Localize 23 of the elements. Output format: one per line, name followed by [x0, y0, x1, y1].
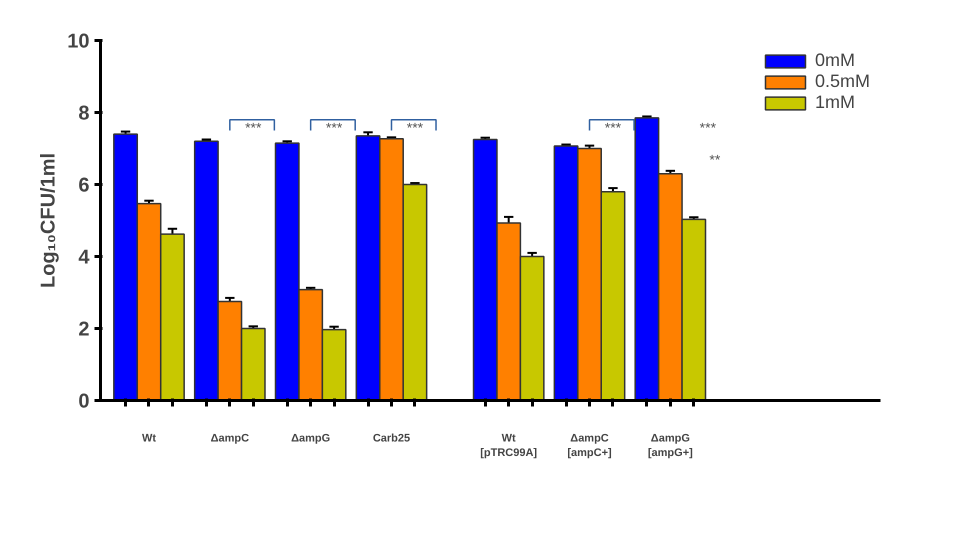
x-tick-label: Carb25 [372, 432, 410, 444]
legend-label: 0.5mM [814, 71, 870, 92]
legend-label: 0mM [814, 50, 855, 71]
annotation: *** [245, 120, 262, 136]
annotation: ** [709, 152, 721, 168]
y-tick-label: 0 [78, 390, 90, 412]
y-tick-label: 6 [78, 174, 90, 196]
annotation: *** [700, 120, 717, 136]
annotation: *** [406, 120, 424, 136]
x-tick-label: Wt [142, 432, 156, 444]
annotation: *** [604, 120, 622, 136]
x-tick-label: ΔampC [210, 432, 250, 444]
y-tick-label: 8 [78, 102, 90, 124]
y-tick-label: 10 [67, 30, 90, 52]
y-tick-label: 4 [78, 246, 90, 268]
y-tick-label: 2 [78, 318, 90, 340]
x-tick-label: Wt [pTRC99A] [480, 432, 538, 459]
x-tick-label: ΔampC [ampC+] [567, 432, 612, 459]
x-tick-label: ΔampG [291, 432, 330, 444]
legend-label: 1mM [814, 92, 855, 113]
y-axis-title: Log₁₀CFU/1ml [37, 152, 60, 288]
x-tick-label: ΔampG [ampG+] [648, 432, 694, 459]
annotation: *** [326, 120, 343, 136]
